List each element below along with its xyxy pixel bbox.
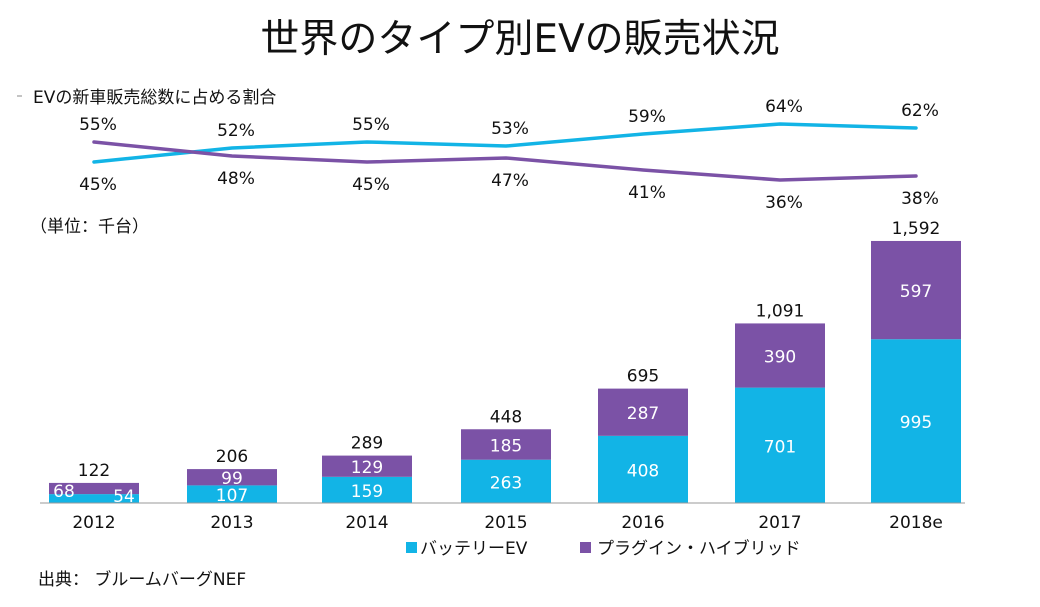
bar-total-2014: 289 [351,434,383,454]
line-series-phev [92,140,918,182]
legend-label-phev: プラグイン・ハイブリッド [597,538,801,559]
bar-bev-2012 [49,494,139,503]
x-tick-2013: 2013 [210,513,253,533]
line-label-phev-2014: 45% [352,175,390,195]
chart-title: 世界のタイプ別EVの販売状況 [260,17,779,62]
bar-value-phev-2012: 68 [53,482,75,502]
line-chart-subtitle: EVの新車販売総数に占める割合 [33,88,276,108]
legend: バッテリーEV プラグイン・ハイブリッド [406,538,801,559]
line-label-bev-2012: 45% [79,175,117,195]
x-tick-2014: 2014 [345,513,388,533]
x-tick-2012: 2012 [72,513,115,533]
line-label-phev-2018e: 38% [901,189,939,209]
bar-phev-2018e [871,240,961,340]
line-label-bev-2016: 59% [628,107,666,127]
bar-phev-2015 [461,429,551,460]
bar-value-bev-2014: 159 [351,482,383,502]
line-label-bev-2015: 53% [491,119,529,139]
line-label-phev-2015: 47% [491,171,529,191]
bar-value-phev-2014: 129 [351,458,383,478]
line-label-bev-2018e: 62% [901,101,939,121]
bar-value-bev-2012: 54 [113,487,135,507]
bar-total-2017: 1,091 [756,301,805,321]
unit-label: （単位：千台） [30,217,149,237]
bar-bev-2015 [461,459,551,503]
line-series-bev [92,122,918,164]
bar-value-bev-2013: 107 [216,486,248,506]
line-label-bev-2017: 64% [765,97,803,117]
bar-phev-2016 [598,388,688,436]
bar-value-bev-2018e: 995 [900,413,932,433]
legend-swatch-phev [580,542,591,553]
bar-value-bev-2017: 701 [764,437,796,457]
bar-phev-2012 [49,482,139,495]
bar-value-phev-2016: 287 [627,404,659,424]
bar-total-2016: 695 [627,367,659,387]
line-label-bev-2014: 55% [352,115,390,135]
bar-value-phev-2017: 390 [764,348,796,368]
bar-bev-2017 [735,387,825,503]
bar-value-phev-2013: 99 [221,469,243,489]
x-tick-2018e: 2018e [889,513,943,533]
bar-phev-2014 [322,455,412,477]
bar-value-phev-2018e: 597 [900,282,932,302]
x-tick-2015: 2015 [484,513,527,533]
bar-bev-2014 [322,476,412,503]
bar-bev-2016 [598,435,688,503]
source-note: 出典： ブルームバーグNEF [38,569,246,590]
bar-value-phev-2015: 185 [490,436,522,456]
bar-value-bev-2015: 263 [490,473,522,493]
line-label-phev-2016: 41% [628,183,666,203]
legend-label-bev: バッテリーEV [420,539,528,559]
bar-phev-2017 [735,323,825,388]
bar-total-2018e: 1,592 [892,219,941,239]
line-chart: 45% 55% 52% 48% 55% 45% 53% 47% 59% 41% 64% 36% 62% 3… [79,97,939,213]
bar-total-2015: 448 [490,407,522,427]
line-label-phev-2013: 48% [217,169,255,189]
line-label-phev-2017: 36% [765,193,803,213]
line-label-phev-2012: 55% [79,115,117,135]
line-label-bev-2013: 52% [217,121,255,141]
bar-bev-2013 [187,485,277,503]
bar-value-bev-2016: 408 [627,461,659,481]
x-tick-2016: 2016 [621,513,664,533]
bar-total-2012: 122 [78,461,110,481]
bar-total-2013: 206 [216,447,248,467]
legend-swatch-bev [406,542,417,553]
bar-bev-2018e [871,339,961,503]
x-tick-2017: 2017 [758,513,801,533]
bar-phev-2013 [187,469,277,486]
